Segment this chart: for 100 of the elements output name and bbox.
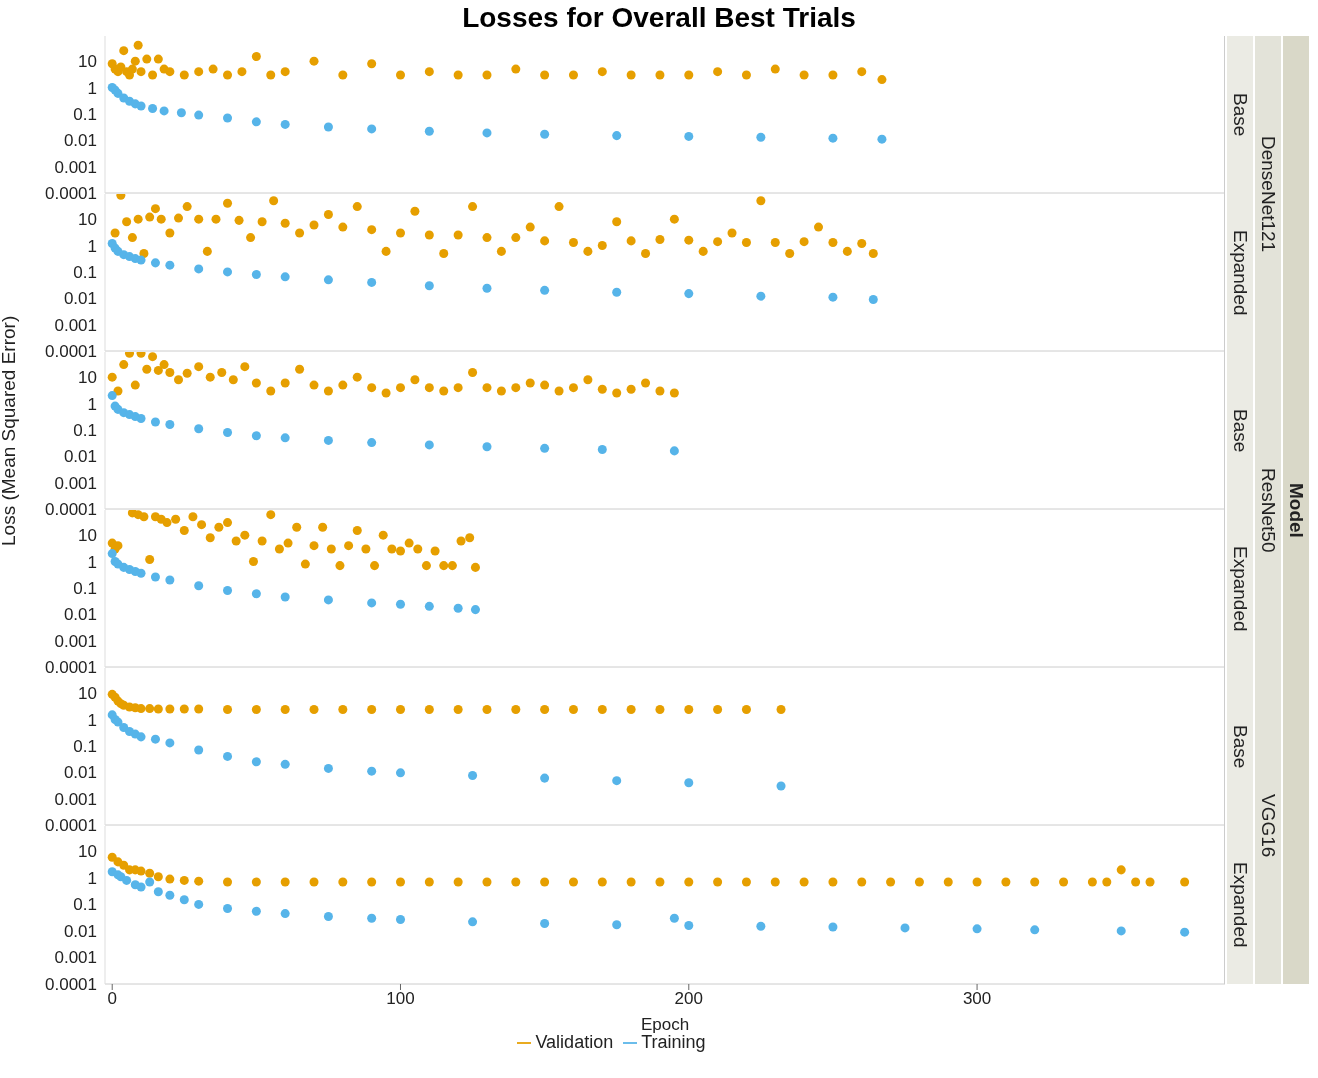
point xyxy=(583,375,593,385)
point xyxy=(424,281,434,291)
point xyxy=(274,544,284,554)
point xyxy=(540,285,550,295)
point xyxy=(231,536,241,546)
y-tick-label: 0.0001 xyxy=(45,658,97,678)
point xyxy=(153,704,163,714)
point xyxy=(107,549,117,559)
point xyxy=(799,877,809,887)
point xyxy=(568,70,578,80)
point xyxy=(119,46,129,56)
point xyxy=(266,386,276,396)
y-tick-label: 0.1 xyxy=(73,736,97,756)
point xyxy=(597,877,607,887)
text: Base xyxy=(1227,36,1253,194)
point xyxy=(641,378,651,388)
y-tick-label: 10 xyxy=(78,52,97,72)
point xyxy=(367,705,377,715)
point xyxy=(309,56,319,66)
point xyxy=(280,433,290,443)
point xyxy=(540,443,550,453)
point xyxy=(424,877,434,887)
point xyxy=(424,705,434,715)
point xyxy=(119,860,129,870)
point xyxy=(453,877,463,887)
point xyxy=(174,375,184,385)
point xyxy=(283,538,293,548)
point xyxy=(453,705,463,715)
point xyxy=(367,766,377,776)
x-tick-label: 300 xyxy=(962,989,992,1009)
y-tick-label: 0.001 xyxy=(54,631,97,651)
point xyxy=(165,704,175,714)
point xyxy=(223,70,233,80)
point xyxy=(404,538,414,548)
point xyxy=(148,104,158,114)
point xyxy=(107,852,117,862)
y-tick-label: 1 xyxy=(87,236,97,256)
point xyxy=(194,424,204,434)
point xyxy=(280,759,290,769)
point xyxy=(223,904,233,914)
point xyxy=(223,518,233,528)
point xyxy=(136,882,146,892)
point xyxy=(171,514,181,524)
point xyxy=(482,383,492,393)
point xyxy=(370,561,380,571)
y-tick-label: 10 xyxy=(78,210,97,230)
point xyxy=(361,544,371,554)
point xyxy=(511,705,521,715)
point xyxy=(799,70,809,80)
point xyxy=(756,291,766,301)
point xyxy=(251,705,261,715)
point xyxy=(142,364,152,374)
point xyxy=(367,877,377,887)
point xyxy=(179,875,189,885)
point xyxy=(119,360,129,370)
point xyxy=(684,778,694,788)
point xyxy=(323,122,333,132)
point xyxy=(511,877,521,887)
point xyxy=(165,575,175,585)
point xyxy=(1180,927,1190,937)
point xyxy=(165,67,175,77)
point xyxy=(136,101,146,111)
point xyxy=(150,417,160,427)
point xyxy=(395,599,406,609)
point xyxy=(482,128,492,138)
point xyxy=(223,267,233,277)
point xyxy=(421,561,431,571)
point xyxy=(828,133,838,143)
point xyxy=(828,70,838,80)
point xyxy=(669,446,679,456)
point xyxy=(323,435,333,445)
point xyxy=(188,512,198,522)
point xyxy=(136,255,146,265)
text: DenseNet121 xyxy=(1255,36,1281,352)
y-tick-label: 1 xyxy=(87,868,97,888)
point xyxy=(280,378,290,388)
y-tick-label: 1 xyxy=(87,552,97,572)
point xyxy=(367,913,377,923)
point xyxy=(257,536,267,546)
point xyxy=(395,705,406,715)
point xyxy=(482,705,492,715)
point xyxy=(162,518,172,528)
point xyxy=(338,705,348,715)
point xyxy=(367,59,377,69)
point xyxy=(568,877,578,887)
point xyxy=(770,64,780,74)
point xyxy=(145,868,155,878)
y-tick-label: 0.1 xyxy=(73,578,97,598)
y-tick-label: 1 xyxy=(87,394,97,414)
point xyxy=(669,913,679,923)
point xyxy=(395,70,406,80)
y-tick-label: 0.01 xyxy=(63,921,97,941)
point xyxy=(295,364,305,374)
point xyxy=(153,887,163,897)
point xyxy=(655,386,665,396)
point xyxy=(148,70,158,80)
point xyxy=(482,877,492,887)
point xyxy=(482,283,492,293)
point xyxy=(395,877,406,887)
point xyxy=(159,360,169,370)
